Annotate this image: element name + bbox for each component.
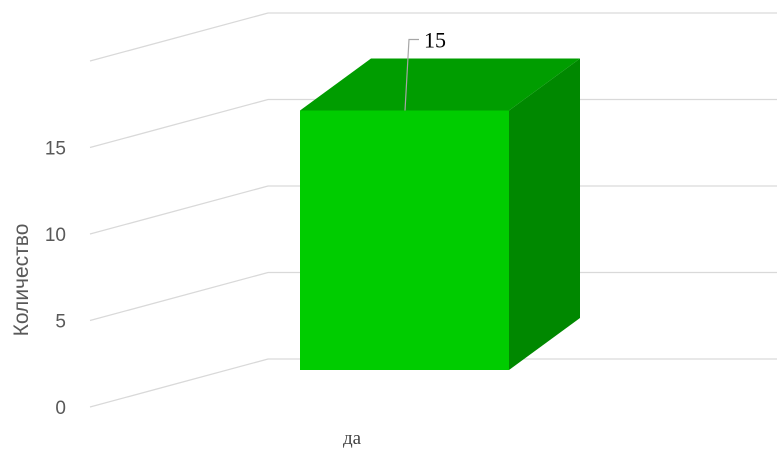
data-label-leader-line [404, 38, 419, 111]
y-tick-label: 0 [55, 398, 66, 419]
bar-да [300, 110, 509, 370]
gridline-5 [89, 271, 777, 322]
gridline-15 [89, 98, 777, 149]
gridlines [89, 12, 777, 408]
x-axis-categories: да [343, 428, 362, 449]
bars: 15 [300, 28, 580, 370]
y-tick-label: 15 [45, 139, 66, 160]
gridline-10 [89, 185, 777, 235]
data-label: 15 [424, 28, 446, 53]
bar-top-face [300, 58, 580, 111]
y-axis-ticks: 0 5 10 15 [45, 139, 66, 420]
gridline-0 [89, 358, 777, 408]
bar-side-face [509, 58, 580, 370]
category-label: да [343, 428, 362, 449]
gridline-20 [89, 12, 777, 62]
y-axis-title: Количество [10, 224, 33, 337]
y-tick-label: 5 [55, 312, 66, 333]
y-tick-label: 10 [45, 225, 66, 246]
